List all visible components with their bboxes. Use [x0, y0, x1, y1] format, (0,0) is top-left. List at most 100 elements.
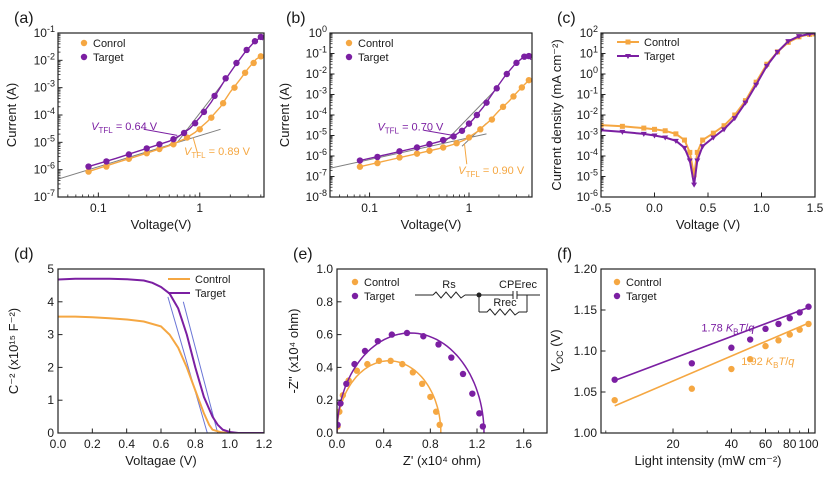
- data-point: [436, 421, 443, 428]
- chart-b: (b) 0.1 1 10-8 10-7 10-6 10-5 10-4 10-3 10-2 10-1 1…: [277, 10, 533, 232]
- circuit-label-rs: Rs: [442, 279, 456, 291]
- legend: Control Target: [345, 38, 393, 64]
- y-tick-label: 101: [580, 45, 598, 61]
- data-point: [710, 135, 717, 141]
- x-tick-label: 1.0: [221, 437, 238, 451]
- data-point: [476, 410, 483, 417]
- y-axis-title: Current density (mA cm⁻²): [549, 39, 564, 190]
- x-tick-label: 1: [466, 201, 473, 215]
- legend-label: Target: [364, 291, 395, 303]
- plot-frame: [57, 32, 265, 198]
- y-tick-label: 1.05: [574, 385, 598, 399]
- data-point: [257, 53, 264, 60]
- x-tick-label: 0.0: [646, 201, 663, 215]
- series-line: [359, 77, 532, 168]
- data-point: [125, 151, 133, 158]
- data-point: [426, 140, 433, 148]
- data-point: [418, 380, 426, 387]
- data-point: [387, 357, 394, 365]
- series-control: [337, 357, 443, 433]
- data-point: [681, 145, 688, 151]
- data-point: [170, 141, 177, 148]
- series-target: [337, 329, 487, 433]
- legend-marker: [625, 54, 631, 59]
- y-tick-label: 4: [47, 295, 54, 309]
- data-point: [250, 59, 257, 67]
- y-tick-label: 10-2: [577, 106, 598, 122]
- y-axis-title: Current (A): [4, 83, 19, 147]
- y-tick-label: 2: [47, 360, 54, 374]
- legend-marker: [351, 278, 359, 286]
- data-point: [343, 380, 350, 387]
- plot-frame: [57, 268, 265, 434]
- y-tick-label: 10-2: [306, 65, 327, 81]
- x-tick-label: 0.4: [375, 437, 392, 451]
- data-point: [374, 153, 381, 161]
- data-point: [728, 344, 735, 351]
- data-point: [518, 84, 526, 91]
- legend: Control Target: [613, 277, 661, 303]
- data-point: [337, 400, 344, 407]
- data-point: [477, 126, 484, 133]
- data-point: [807, 33, 813, 37]
- data-point: [762, 325, 769, 333]
- y-tick-label: 0.4: [316, 360, 333, 374]
- data-point: [762, 342, 769, 350]
- y-tick-label: 1.10: [574, 344, 598, 358]
- data-point: [432, 408, 440, 415]
- data-point: [85, 168, 92, 175]
- data-point: [450, 133, 457, 140]
- data-point: [710, 130, 716, 136]
- legend-label: Control: [195, 274, 230, 286]
- data-point: [483, 99, 490, 106]
- legend-marker: [613, 278, 621, 286]
- x-tick-label: 20: [666, 437, 680, 451]
- y-tick-label: 10-3: [34, 79, 55, 95]
- legend-marker: [613, 292, 621, 300]
- panel-label: (e): [293, 246, 313, 263]
- y-tick-label: 10-5: [306, 127, 327, 143]
- y-tick-label: 5: [47, 262, 54, 276]
- y-tick-label: 10-6: [577, 188, 598, 204]
- data-point: [399, 360, 406, 368]
- circuit-label-rrec: Rrec: [493, 297, 517, 309]
- legend-label: Control: [358, 38, 393, 50]
- legend-label: Target: [644, 51, 675, 63]
- legend-label: Target: [358, 52, 389, 64]
- y-tick-label: 10-1: [306, 45, 327, 61]
- x-axis-title: Voltage(V): [401, 217, 462, 232]
- data-point: [728, 365, 735, 373]
- annotation: 1.92 KBT/q: [741, 356, 795, 370]
- series-line: [58, 315, 264, 433]
- data-point: [458, 127, 466, 134]
- data-point: [499, 103, 507, 111]
- x-tick-label: 0.2: [84, 437, 101, 451]
- data-point: [611, 376, 618, 383]
- x-tick-label: 0.8: [187, 437, 204, 451]
- y-axis-title: VOC (V): [548, 329, 565, 372]
- fit-line: [614, 306, 809, 382]
- data-point: [191, 120, 199, 127]
- data-point: [641, 125, 647, 131]
- series-line: [58, 277, 264, 433]
- legend-label: Target: [93, 52, 124, 64]
- x-tick-label: 0.5: [700, 201, 717, 215]
- y-axis-title: Current (A): [277, 83, 292, 147]
- fit-line: [182, 301, 219, 433]
- data-point: [143, 150, 150, 157]
- legend: Control Target: [617, 37, 679, 63]
- annotation-leader: [423, 129, 454, 136]
- x-tick-label: 0.6: [153, 437, 170, 451]
- data-point: [721, 127, 728, 133]
- data-point: [200, 108, 208, 116]
- y-tick-label: 10-3: [306, 86, 327, 102]
- y-tick-label: 10-5: [577, 168, 598, 184]
- data-point: [775, 320, 782, 328]
- y-tick-label: 10-4: [577, 147, 598, 163]
- plot-area: [337, 329, 487, 433]
- data-point: [731, 116, 738, 122]
- y-tick-label: 0.8: [316, 295, 333, 309]
- data-point: [753, 82, 760, 88]
- data-point: [183, 134, 191, 141]
- chart-a: (a) 0.1 1 10-7 10-6 10-5 10-4 10-3 10-2 10-1 Volta…: [4, 10, 265, 232]
